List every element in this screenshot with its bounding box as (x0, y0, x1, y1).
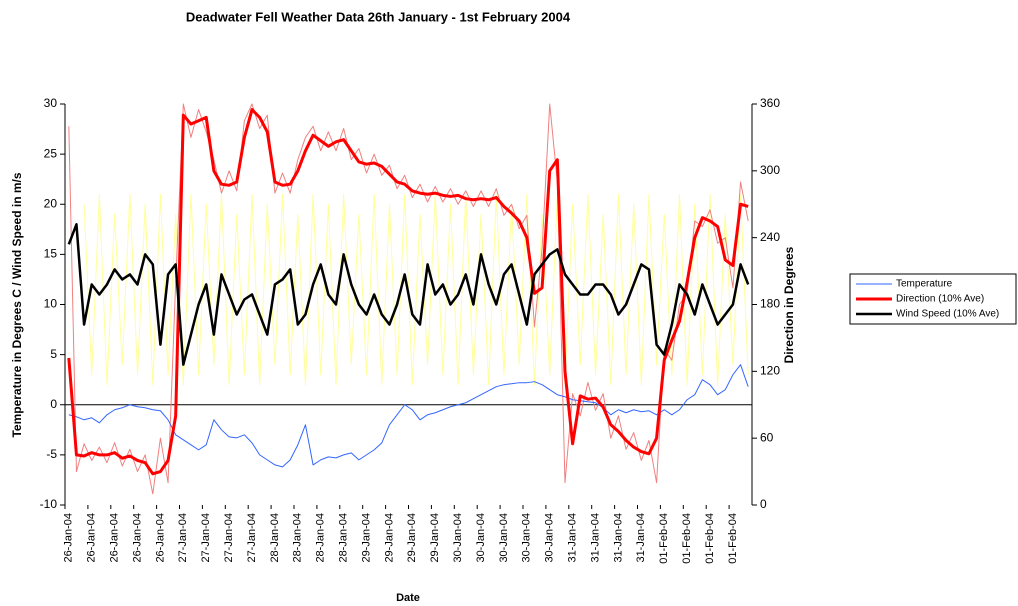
y-tick-label: 20 (44, 196, 58, 210)
y-tick-label: 5 (50, 347, 57, 361)
series-line (67, 108, 749, 476)
y2-tick-label: 180 (760, 297, 780, 311)
y-tick-label: -5 (46, 447, 57, 461)
x-tick-label: 27-Jan-04 (246, 513, 258, 563)
legend-label: Direction (10% Ave) (896, 294, 984, 305)
x-axis-title: Date (396, 592, 420, 604)
x-tick-label: 30-Jan-04 (452, 513, 464, 563)
x-tick-label: 28-Jan-04 (292, 513, 304, 563)
x-tick-label: 26-Jan-04 (86, 513, 98, 563)
y-tick-label: 30 (44, 96, 58, 110)
x-tick-label: 31-Jan-04 (589, 513, 601, 563)
x-tick-label: 27-Jan-04 (177, 513, 189, 563)
x-tick-label: 27-Jan-04 (223, 513, 235, 563)
y2-tick-label: 300 (760, 163, 780, 177)
x-tick-label: 01-Feb-04 (727, 513, 739, 564)
x-tick-label: 31-Jan-04 (567, 513, 579, 563)
x-tick-label: 29-Jan-04 (383, 513, 395, 563)
x-tick-label: 26-Jan-04 (63, 513, 75, 563)
y2-axis-title: Direction in Degrees (782, 246, 796, 363)
x-tick-label: 30-Jan-04 (498, 513, 510, 563)
x-tick-label: 26-Jan-04 (154, 513, 166, 563)
x-tick-label: 31-Jan-04 (635, 513, 647, 563)
y-tick-label: 25 (44, 146, 58, 160)
series-line (68, 364, 749, 468)
x-tick-label: 01-Feb-04 (704, 513, 716, 564)
y-tick-label: 15 (44, 247, 58, 261)
y2-tick-label: 0 (760, 497, 767, 511)
x-tick-label: 28-Jan-04 (269, 513, 281, 563)
x-tick-label: 26-Jan-04 (109, 513, 121, 563)
x-tick-label: 01-Feb-04 (681, 513, 693, 564)
x-tick-label: 27-Jan-04 (200, 513, 212, 563)
x-tick-label: 26-Jan-04 (131, 513, 143, 563)
x-tick-label: 31-Jan-04 (612, 513, 624, 563)
y-tick-label: 0 (50, 397, 57, 411)
x-tick-label: 29-Jan-04 (406, 513, 418, 563)
y2-tick-label: 360 (760, 96, 780, 110)
chart-title: Deadwater Fell Weather Data 26th January… (186, 9, 571, 24)
x-tick-label: 30-Jan-04 (475, 513, 487, 563)
y-tick-label: 10 (44, 297, 58, 311)
y2-tick-label: 240 (760, 230, 780, 244)
y-axis-title: Temperature in Degrees C / Wind Speed in… (10, 172, 24, 437)
legend-label: Temperature (896, 279, 953, 290)
x-tick-label: 01-Feb-04 (658, 513, 670, 564)
x-tick-label: 29-Jan-04 (360, 513, 372, 563)
x-tick-label: 29-Jan-04 (429, 513, 441, 563)
y-tick-label: -10 (40, 497, 58, 511)
y2-tick-label: 60 (760, 430, 774, 444)
x-tick-label: 28-Jan-04 (338, 513, 350, 563)
x-tick-label: 30-Jan-04 (544, 513, 556, 563)
series-line (83, 193, 749, 386)
x-tick-label: 28-Jan-04 (315, 513, 327, 563)
y2-tick-label: 120 (760, 364, 780, 378)
legend-label: Wind Speed (10% Ave) (896, 309, 999, 320)
series-line (67, 223, 750, 366)
x-tick-label: 30-Jan-04 (521, 513, 533, 563)
